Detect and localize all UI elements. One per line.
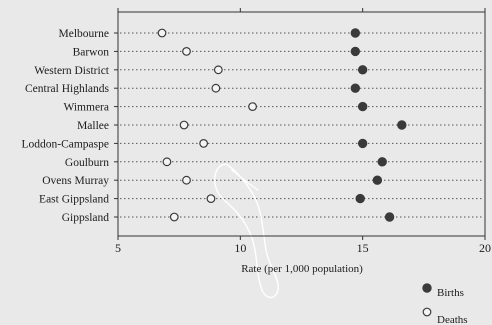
region-labels: Melbourne Barwon Western District Central H… <box>21 28 118 224</box>
x-tick-label: 20 <box>479 241 491 255</box>
region-label: Goulburn <box>65 157 109 169</box>
region-label: Barwon <box>73 46 110 58</box>
births-point <box>372 175 383 185</box>
births-point <box>357 65 368 75</box>
births-point <box>397 120 407 130</box>
region-label: Ovens Murray <box>42 175 109 187</box>
x-axis-title: Rate (per 1,000 population) <box>241 263 363 275</box>
deaths-point <box>182 47 191 56</box>
deaths-point <box>211 83 221 93</box>
x-tick-label: 5 <box>115 241 121 255</box>
births-point <box>350 46 361 57</box>
region-label: East Gippsland <box>39 194 109 206</box>
legend-deaths-label: Deaths <box>437 314 468 325</box>
deaths-point <box>248 102 257 111</box>
region-label: Central Highlands <box>25 83 110 95</box>
births-point <box>350 83 361 93</box>
legend: Births Deaths <box>422 283 468 325</box>
births-point <box>384 212 395 222</box>
deaths-point <box>162 157 172 167</box>
data-marks <box>157 28 407 222</box>
deaths-point <box>206 194 216 204</box>
legend-births-label: Births <box>437 287 464 299</box>
region-label: Wimmera <box>63 102 109 114</box>
legend-deaths-marker <box>422 307 432 317</box>
region-label: Melbourne <box>59 28 109 40</box>
x-axis: 5 10 15 20 <box>115 8 491 255</box>
dot-leaders <box>120 32 483 218</box>
deaths-point <box>157 28 167 38</box>
births-point <box>357 101 368 112</box>
deaths-point <box>179 120 189 130</box>
births-point <box>377 157 387 167</box>
region-label: Western District <box>34 65 110 77</box>
x-tick-label: 15 <box>357 241 369 255</box>
deaths-point <box>182 175 191 185</box>
x-tick-label: 10 <box>234 241 246 255</box>
births-point <box>357 138 368 149</box>
deaths-point <box>199 138 209 148</box>
deaths-point <box>213 65 223 75</box>
births-point <box>355 193 365 204</box>
births-point <box>350 28 361 38</box>
plot-frame <box>117 11 486 237</box>
region-label: Gippsland <box>62 212 110 224</box>
handwritten-scribble <box>214 163 279 299</box>
region-label: Mallee <box>77 120 109 132</box>
region-label: Loddon-Campaspe <box>21 138 109 150</box>
deaths-point <box>169 212 179 222</box>
legend-births-marker <box>422 283 432 293</box>
